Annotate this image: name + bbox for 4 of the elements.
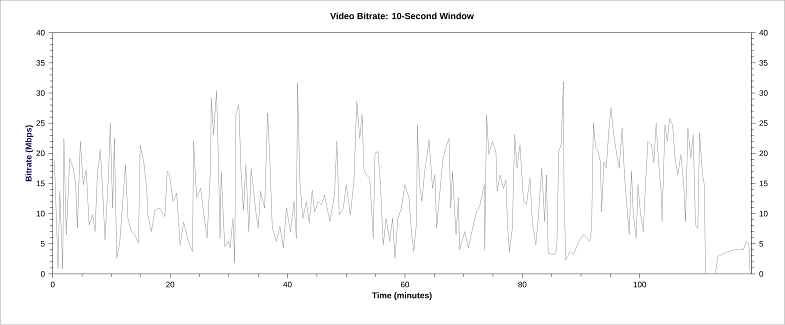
- y-axis-title: Bitrate (Mbps): [25, 125, 34, 182]
- chart-title: Video Bitrate: 10-Second Window: [330, 12, 474, 20]
- x-axis-title: Time (minutes): [372, 292, 432, 300]
- line-series: [54, 82, 750, 274]
